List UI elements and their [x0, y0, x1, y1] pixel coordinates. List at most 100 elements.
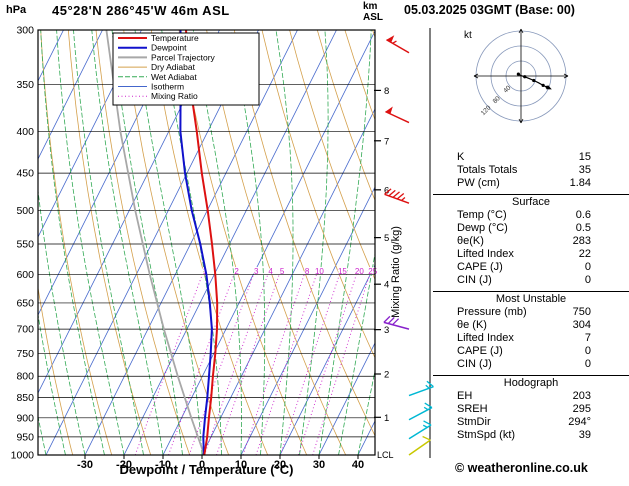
altitude-axis-unit: km ASL — [363, 1, 383, 23]
stat-label: CAPE (J) — [457, 345, 503, 357]
mixing-ratio-value: 2 — [234, 267, 239, 276]
stat-value: 283 — [572, 235, 591, 247]
stat-row: Temp (°C) 0.6 — [433, 209, 629, 222]
stat-label: Lifted Index — [457, 248, 514, 260]
stats-section: Most Unstable Pressure (mb) 750 θe (K) 304 Li… — [433, 291, 629, 371]
stat-value: 1.84 — [569, 177, 591, 189]
legend-item-label: Isotherm — [151, 82, 184, 92]
altitude-tick-label: 5 — [384, 233, 389, 244]
stat-label: StmSpd (kt) — [457, 429, 516, 441]
stat-label: CAPE (J) — [457, 261, 503, 273]
stat-value: 294° — [568, 416, 591, 428]
stat-row: θe (K) 304 — [433, 319, 629, 332]
altitude-tick-label: 3 — [384, 325, 389, 336]
stats-section-title: Surface — [512, 196, 550, 208]
pressure-tick-label: 750 — [16, 348, 34, 360]
stat-value: 22 — [578, 248, 591, 260]
temperature-tick-label: 10 — [235, 459, 247, 471]
legend-item-label: Dewpoint — [151, 43, 187, 53]
temperature-tick-label: 0 — [199, 459, 205, 471]
temperature-tick-label: 20 — [274, 459, 286, 471]
stats-section: Hodograph EH 203 SREH 295 StmDir 294° StmSpd (k… — [433, 375, 629, 442]
stat-label: θe (K) — [457, 319, 487, 331]
legend-item-label: Wet Adiabat — [151, 72, 197, 82]
stat-label: Temp (°C) — [457, 209, 507, 221]
pressure-tick-label: 550 — [16, 238, 34, 250]
mixing-ratio-axis-label: Mixing Ratio (g/kg) — [390, 226, 402, 318]
mixing-ratio-axis-title: Mixing Ratio (g/kg) — [390, 226, 402, 318]
stat-value: 39 — [578, 429, 591, 441]
pressure-tick-label: 800 — [16, 371, 34, 383]
temperature-tick-label: -20 — [116, 459, 132, 471]
stat-label: CIN (J) — [457, 274, 492, 286]
temperature-tick-label: 30 — [313, 459, 325, 471]
stat-row: Pressure (mb) 750 — [433, 306, 629, 319]
pressure-tick-label: 850 — [16, 392, 34, 404]
stats-section: Surface Temp (°C) 0.6 Dewp (°C) 0.5 θe(K) 283 L… — [433, 194, 629, 287]
altitude-tick-labels: 1 2 3 4 5 6 7 8 LCL — [374, 86, 394, 460]
stat-label: EH — [457, 390, 473, 402]
pressure-tick-label: 600 — [16, 269, 34, 281]
stat-label: StmDir — [457, 416, 491, 428]
altitude-tick-label: 7 — [384, 136, 389, 147]
stats-panel: K 15 Totals Totals 35 PW (cm) 1.84 Surface Temp… — [433, 151, 629, 442]
wind-barb — [408, 420, 432, 440]
altitude-tick-label: 6 — [384, 185, 389, 196]
wind-barb — [408, 380, 434, 397]
hodograph-ring-label: 80 — [492, 95, 502, 105]
stat-row: K 15 — [433, 151, 629, 164]
stat-value: 304 — [572, 319, 591, 331]
stat-row: SREH 295 — [433, 403, 629, 416]
stat-label: θe(K) — [457, 235, 484, 247]
stat-row: PW (cm) 1.84 — [433, 177, 629, 190]
stat-label: Pressure (mb) — [457, 306, 527, 318]
hodograph-ring-label: 120 — [480, 104, 493, 117]
mixing-ratio-value: 8 — [305, 267, 310, 276]
wind-barb — [408, 402, 433, 421]
pressure-tick-label: 950 — [16, 431, 34, 443]
stat-value: 0 — [584, 358, 591, 370]
stat-row: EH 203 — [433, 390, 629, 403]
stats-section-title: Hodograph — [503, 377, 559, 389]
legend-item-label: Mixing Ratio — [151, 91, 198, 101]
altitude-tick-label: 2 — [384, 369, 389, 380]
altitude-unit-km: km — [363, 1, 378, 12]
altitude-tick-label: 4 — [384, 280, 389, 291]
stat-label: Lifted Index — [457, 332, 514, 344]
stat-label: CIN (J) — [457, 358, 492, 370]
altitude-tick-label: 8 — [384, 86, 389, 97]
stat-value: 203 — [572, 390, 591, 402]
stat-label: Dewp (°C) — [457, 222, 508, 234]
stat-value: 0 — [584, 261, 591, 273]
mixing-ratio-value: 5 — [280, 267, 285, 276]
mixing-ratio-value: 20 — [355, 267, 364, 276]
wind-barb-column — [383, 35, 434, 456]
stat-label: PW (cm) — [457, 177, 500, 189]
legend-item-label: Parcel Trajectory — [151, 52, 216, 62]
stats-section-title: Most Unstable — [495, 293, 567, 305]
mixing-ratio-value: 3 — [254, 267, 259, 276]
pressure-tick-label: 350 — [16, 79, 34, 91]
hodograph-ring-label: 40 — [502, 84, 512, 94]
temperature-tick-label: -10 — [155, 459, 171, 471]
legend-item-label: Dry Adiabat — [151, 62, 196, 72]
mixing-ratio-value: 25 — [368, 267, 377, 276]
stat-row: CIN (J) 0 — [433, 358, 629, 371]
pressure-axis-unit: hPa — [6, 4, 27, 16]
stat-row: StmDir 294° — [433, 416, 629, 429]
stat-label: K — [457, 151, 465, 163]
mixing-ratio-value: 4 — [268, 267, 273, 276]
stat-row: Dewp (°C) 0.5 — [433, 222, 629, 235]
pressure-tick-label: 300 — [16, 25, 34, 37]
stat-row: Lifted Index 22 — [433, 248, 629, 261]
page-title: 45°28'N 286°45'W 46m ASL — [52, 3, 230, 18]
pressure-tick-label: 900 — [16, 412, 34, 424]
stat-row: Totals Totals 35 — [433, 164, 629, 177]
dewpoint-curve — [179, 30, 213, 455]
hodograph-unit-label: kt — [464, 30, 472, 41]
stat-row: StmSpd (kt) 39 — [433, 429, 629, 442]
altitude-tick-label: 1 — [384, 413, 389, 424]
temperature-curve — [185, 30, 219, 455]
